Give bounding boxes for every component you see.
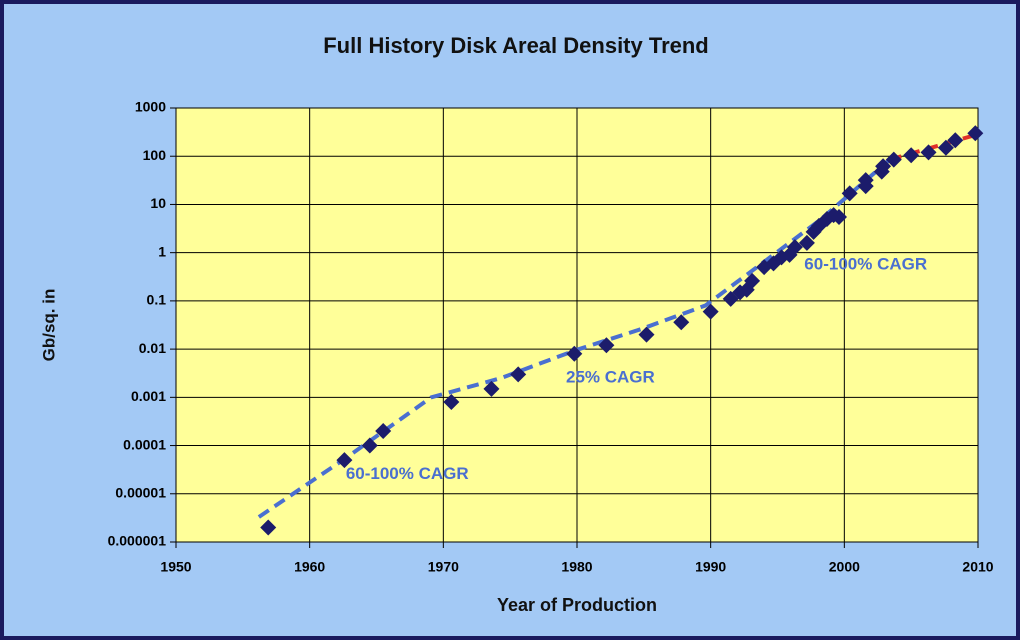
data-point	[260, 519, 277, 536]
chart-title: Full History Disk Areal Density Trend	[323, 33, 709, 58]
y-tick-label: 0.1	[147, 292, 167, 308]
data-point	[566, 345, 583, 362]
x-tick-label: 1960	[294, 559, 325, 575]
data-point	[920, 144, 937, 161]
x-tick-label: 2000	[829, 559, 860, 575]
data-point	[798, 234, 815, 251]
data-point	[830, 208, 847, 225]
data-point	[673, 314, 690, 331]
data-point	[638, 326, 655, 343]
data-point	[967, 125, 984, 142]
y-tick-label: 1	[158, 243, 166, 259]
data-point	[875, 158, 892, 175]
y-tick-label: 0.01	[139, 340, 166, 356]
data-point	[702, 303, 719, 320]
data-point	[744, 272, 761, 289]
y-tick-label: 0.001	[131, 388, 166, 404]
y-tick-label: 10	[150, 195, 166, 211]
x-tick-label: 1990	[695, 559, 726, 575]
data-point	[336, 452, 353, 469]
x-tick-label: 1980	[561, 559, 592, 575]
data-point	[937, 139, 954, 156]
data-point	[947, 132, 964, 149]
data-point	[786, 239, 803, 256]
y-tick-label: 0.000001	[108, 533, 167, 549]
x-axis-label: Year of Production	[497, 595, 657, 615]
annotation: 60-100% CAGR	[804, 255, 927, 274]
y-tick-label: 100	[143, 147, 167, 163]
trend-line	[889, 133, 976, 162]
y-axis-label: Gb/sq. in	[39, 289, 58, 362]
annotation: 60-100% CAGR	[346, 464, 469, 483]
data-point	[598, 337, 615, 354]
annotation: 25% CAGR	[566, 368, 655, 387]
y-tick-label: 1000	[135, 99, 166, 115]
y-tick-label: 0.0001	[123, 436, 166, 452]
data-point	[361, 437, 378, 454]
trend-line	[257, 158, 892, 519]
y-tick-label: 0.00001	[115, 484, 166, 500]
x-tick-label: 1950	[160, 559, 191, 575]
data-point	[443, 394, 460, 411]
data-point	[483, 380, 500, 397]
data-point	[857, 172, 874, 189]
x-tick-label: 1970	[428, 559, 459, 575]
data-point	[903, 147, 920, 164]
data-point	[841, 185, 858, 202]
data-point	[510, 366, 527, 383]
data-point	[375, 423, 392, 440]
data-point	[885, 151, 902, 168]
x-tick-label: 2010	[962, 559, 993, 575]
